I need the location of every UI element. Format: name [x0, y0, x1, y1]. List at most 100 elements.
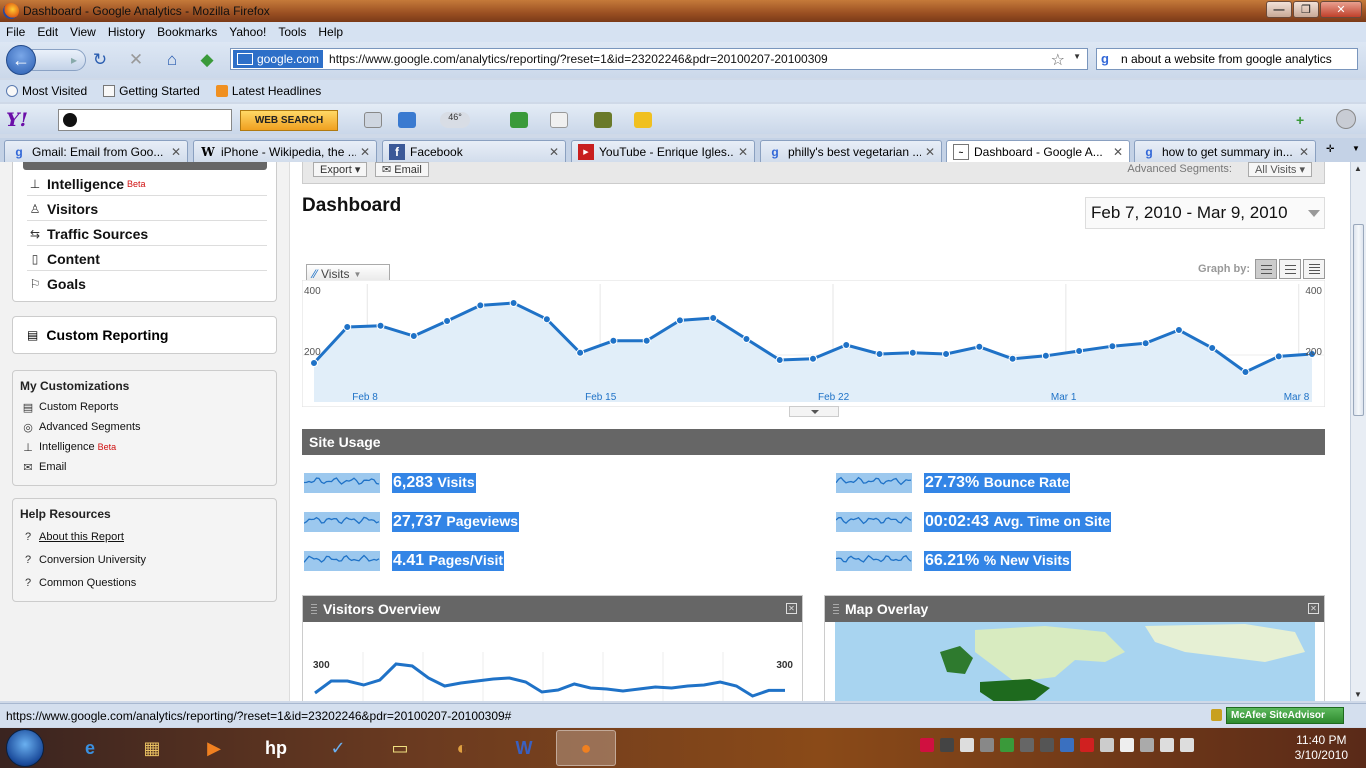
addon-icon[interactable]: ◆ — [200, 50, 214, 69]
visitors-overview-header[interactable]: Visitors Overview ✕ — [303, 596, 802, 622]
forward-button[interactable]: ▸ — [32, 49, 86, 71]
sidebar-item-intelligence[interactable]: ⊥ Intelligence Beta — [27, 172, 267, 196]
metric-avg-time[interactable]: 00:02:43 Avg. Time on Site — [835, 511, 1112, 533]
export-button[interactable]: Export ▾ — [313, 162, 368, 177]
yahoo-search-input[interactable] — [58, 109, 232, 131]
collapse-chart-button[interactable] — [789, 406, 839, 417]
start-button[interactable] — [6, 729, 44, 767]
home-icon[interactable]: ⌂ — [166, 50, 178, 69]
metric-bounce-rate[interactable]: 27.73% Bounce Rate — [835, 472, 1071, 494]
graph-by-week-button[interactable] — [1279, 259, 1301, 279]
tray-usb-icon[interactable] — [980, 738, 994, 752]
menu-yahoo[interactable]: Yahoo! — [229, 25, 267, 39]
sidebar-item-visitors[interactable]: ♙ Visitors — [27, 197, 267, 221]
toolbar-app-icon[interactable] — [510, 112, 528, 128]
tray-app-icon[interactable] — [1040, 738, 1054, 752]
weather-button[interactable]: 46° — [440, 112, 470, 128]
tray-hp-icon[interactable] — [960, 738, 974, 752]
metric-visits[interactable]: 6,283 Visits — [303, 472, 476, 494]
tray-app-icon[interactable] — [940, 738, 954, 752]
yahoo-logo[interactable]: Y! — [6, 109, 28, 131]
graph-by-month-button[interactable] — [1303, 259, 1325, 279]
reload-icon[interactable]: ↻ — [92, 50, 108, 69]
add-button-icon[interactable]: + — [1296, 112, 1305, 128]
metric-pageviews[interactable]: 27,737 Pageviews — [303, 511, 519, 533]
scrollbar-thumb[interactable] — [1353, 224, 1364, 416]
new-tab-icon[interactable]: ✛ — [1326, 144, 1335, 155]
toolbar-pencil-icon[interactable] — [364, 112, 382, 128]
firefox-taskbar-icon[interactable]: ● — [556, 730, 616, 766]
stop-icon[interactable]: ✕ — [128, 50, 144, 69]
close-tab-icon[interactable]: ✕ — [1298, 144, 1309, 159]
tray-volume-icon[interactable] — [1180, 738, 1194, 752]
back-button[interactable]: ← — [6, 45, 36, 75]
media-player-icon[interactable]: ▶ — [207, 737, 221, 758]
tab-summary[interactable]: g how to get summary in... ✕ — [1134, 140, 1316, 162]
tab-dashboard[interactable]: ~ Dashboard - Google A... ✕ — [946, 140, 1130, 163]
tab-philly-vegetarian[interactable]: g philly's best vegetarian ... ✕ — [760, 140, 942, 162]
menu-history[interactable]: History — [107, 25, 146, 39]
sticky-notes-icon[interactable]: ▭ — [391, 737, 409, 758]
bookmark-star-icon[interactable]: ☆ — [1050, 52, 1065, 69]
metric-pages-per-visit[interactable]: 4.41 Pages/Visit — [303, 550, 505, 572]
graph-by-day-button[interactable] — [1255, 259, 1277, 279]
file-explorer-icon[interactable]: ▦ — [143, 737, 161, 758]
bookmark-getting-started[interactable]: Getting Started — [103, 84, 200, 98]
close-tab-icon[interactable]: ✕ — [924, 144, 935, 159]
maximize-button[interactable]: ❐ — [1293, 1, 1319, 18]
hp-icon[interactable]: hp — [265, 737, 287, 758]
conversion-university-link[interactable]: ? Conversion University — [13, 548, 276, 571]
menu-edit[interactable]: Edit — [37, 25, 59, 39]
address-bar[interactable]: google.com https://www.google.com/analyt… — [230, 48, 1088, 70]
word-icon[interactable]: W — [515, 737, 533, 758]
menu-tools[interactable]: Tools — [278, 25, 307, 39]
all-visits-dropdown[interactable]: All Visits ▾ — [1248, 162, 1312, 177]
paint-icon[interactable]: ◐ — [456, 737, 468, 758]
search-box[interactable]: g n about a website from google analytic… — [1096, 48, 1358, 70]
common-questions-link[interactable]: ? Common Questions — [13, 571, 276, 594]
about-report-link[interactable]: ? About this Report — [13, 525, 276, 548]
gear-icon[interactable] — [1336, 109, 1356, 129]
custom-reports-link[interactable]: ▤ Custom Reports — [13, 397, 276, 417]
toolbar-games-icon[interactable] — [594, 112, 612, 128]
lock-icon[interactable] — [1211, 709, 1222, 721]
intelligence-link[interactable]: ⊥ Intelligence Beta — [13, 437, 276, 457]
menu-file[interactable]: File — [6, 25, 26, 39]
sidebar-item-traffic-sources[interactable]: ⇆ Traffic Sources — [27, 222, 267, 246]
link-label[interactable]: About this Report — [39, 530, 124, 543]
close-icon[interactable]: ✕ — [786, 603, 797, 614]
tray-app-icon[interactable] — [1060, 738, 1074, 752]
map-overlay-header[interactable]: Map Overlay ✕ — [825, 596, 1324, 622]
tray-wifi-icon[interactable] — [1000, 738, 1014, 752]
ebay-icon[interactable] — [634, 112, 652, 128]
tray-mcafee-icon[interactable] — [920, 738, 934, 752]
google-search-engine-icon[interactable]: g — [1101, 51, 1109, 66]
tray-app-icon[interactable] — [1020, 738, 1034, 752]
tab-gmail[interactable]: g Gmail: Email from Goo... ✕ — [4, 140, 188, 162]
tab-youtube[interactable]: ▶ YouTube - Enrique Igles... ✕ — [571, 140, 755, 162]
advanced-segments-link[interactable]: ◎ Advanced Segments — [13, 417, 276, 437]
bookmark-most-visited[interactable]: Most Visited — [6, 84, 87, 98]
minimize-button[interactable]: — — [1266, 1, 1292, 18]
web-search-button[interactable]: WEB SEARCH — [240, 110, 338, 131]
tab-facebook[interactable]: f Facebook ✕ — [382, 140, 566, 162]
close-window-button[interactable]: ✕ — [1320, 1, 1362, 18]
date-range-picker[interactable]: Feb 7, 2010 - Mar 9, 2010 — [1085, 197, 1325, 229]
page-scrollbar[interactable]: ▲ ▼ — [1350, 162, 1366, 701]
close-tab-icon[interactable]: ✕ — [737, 144, 748, 159]
url-text[interactable]: https://www.google.com/analytics/reporti… — [329, 52, 828, 66]
menu-help[interactable]: Help — [318, 25, 344, 39]
taskbar-app-icon[interactable]: ✓ — [330, 737, 346, 758]
search-input[interactable]: n about a website from google analytics — [1121, 52, 1332, 66]
email-link[interactable]: ✉ Email — [13, 457, 276, 477]
tray-flag-icon[interactable] — [1120, 738, 1134, 752]
scroll-down-icon[interactable]: ▼ — [1354, 690, 1362, 699]
drag-handle-icon[interactable] — [311, 604, 317, 614]
metric-new-visits[interactable]: 66.21% % New Visits — [835, 550, 1071, 572]
tray-app-icon[interactable] — [1100, 738, 1114, 752]
menu-view[interactable]: View — [70, 25, 96, 39]
sidebar-item-content[interactable]: ▯ Content — [27, 247, 267, 271]
menu-bookmarks[interactable]: Bookmarks — [157, 25, 218, 39]
tab-list-icon[interactable]: ▼ — [1352, 144, 1360, 153]
yahoo-mail-icon[interactable] — [398, 112, 416, 128]
